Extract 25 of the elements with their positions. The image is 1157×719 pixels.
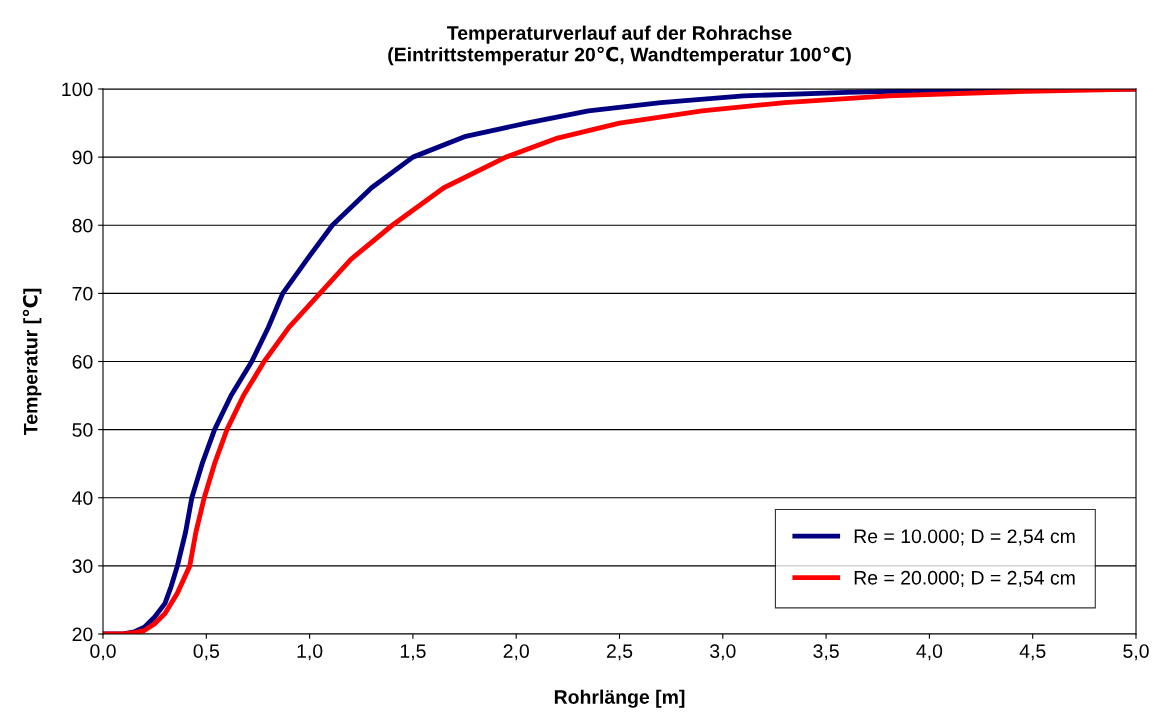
x-tick-label: 3,0 [710,644,736,661]
y-tick-label: 60 [72,354,93,369]
y-tick-label: 90 [72,150,93,165]
x-tick-label: 2,0 [503,644,529,661]
x-tick-label: 1,5 [400,644,426,661]
x-tick-label: 3,5 [813,644,839,661]
x-axis-title: Rohrlänge [m] [554,689,685,708]
y-tick-label: 100 [62,82,93,97]
y-axis-title: Temperatur [℃] [22,288,42,435]
x-tick-label: 4,0 [916,644,943,661]
chart-title: Temperaturverlauf auf der Rohrachse (Eintrittstemperatur 20℃, Wandtemperatur 100℃) [388,25,851,66]
legend-label: Re = 20.000; D = 2,54 cm [854,570,1075,587]
y-tick-label: 20 [72,627,93,642]
y-tick-label: 30 [72,559,93,574]
y-tick-label: 80 [72,218,93,233]
legend-label: Re = 10.000; D = 2,54 cm [854,529,1075,546]
y-tick-label: 50 [72,423,93,437]
x-tick-label: 2,5 [606,644,633,661]
x-tick-label: 0,0 [90,644,116,661]
x-tick-label: 0,5 [193,644,219,661]
y-tick-label: 40 [72,491,93,505]
x-tick-label: 4,5 [1019,644,1046,661]
x-tick-label: 1,0 [297,644,323,661]
x-tick-label: 5,0 [1123,644,1149,661]
y-tick-label: 70 [72,286,93,301]
